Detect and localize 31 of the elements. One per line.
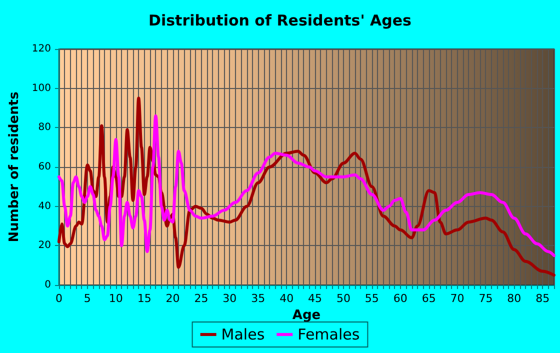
x-tick-label: 15 [137, 292, 152, 305]
x-tick-label: 10 [108, 292, 123, 305]
y-axis-title: Number of residents [7, 91, 22, 242]
x-axis-title: Age [292, 308, 321, 323]
y-tick-label: 100 [32, 82, 51, 94]
x-tick-label: 65 [422, 292, 436, 305]
y-tick-label: 0 [44, 280, 51, 290]
x-tick-label: 40 [280, 292, 294, 305]
y-tick-label: 120 [32, 44, 51, 54]
x-tick-label: 80 [507, 292, 522, 305]
legend-label: Females [298, 326, 360, 344]
x-tick-label: 60 [393, 292, 408, 305]
x-tick-label: 50 [336, 292, 350, 305]
x-tick-label: 35 [251, 292, 266, 305]
x-tick-label: 0 [55, 292, 62, 305]
x-tick-label: 20 [166, 292, 180, 305]
y-tick-label: 20 [38, 240, 51, 252]
y-tick-label: 40 [38, 200, 51, 212]
x-tick-label: 30 [222, 292, 237, 305]
legend-label: Males [221, 326, 265, 344]
x-tick-label: 55 [364, 292, 379, 305]
x-tick-label: 5 [84, 292, 91, 305]
x-tick-label: 85 [536, 292, 550, 305]
x-tick-label: 45 [308, 292, 322, 305]
y-tick-label: 60 [38, 162, 51, 172]
chart-title: Distribution of Residents' Ages [148, 12, 412, 30]
x-tick-label: 25 [194, 292, 208, 305]
line-series [57, 114, 556, 257]
x-tick-label: 75 [478, 292, 493, 305]
x-tick-label: 70 [450, 292, 464, 305]
y-tick-label: 80 [38, 122, 51, 134]
